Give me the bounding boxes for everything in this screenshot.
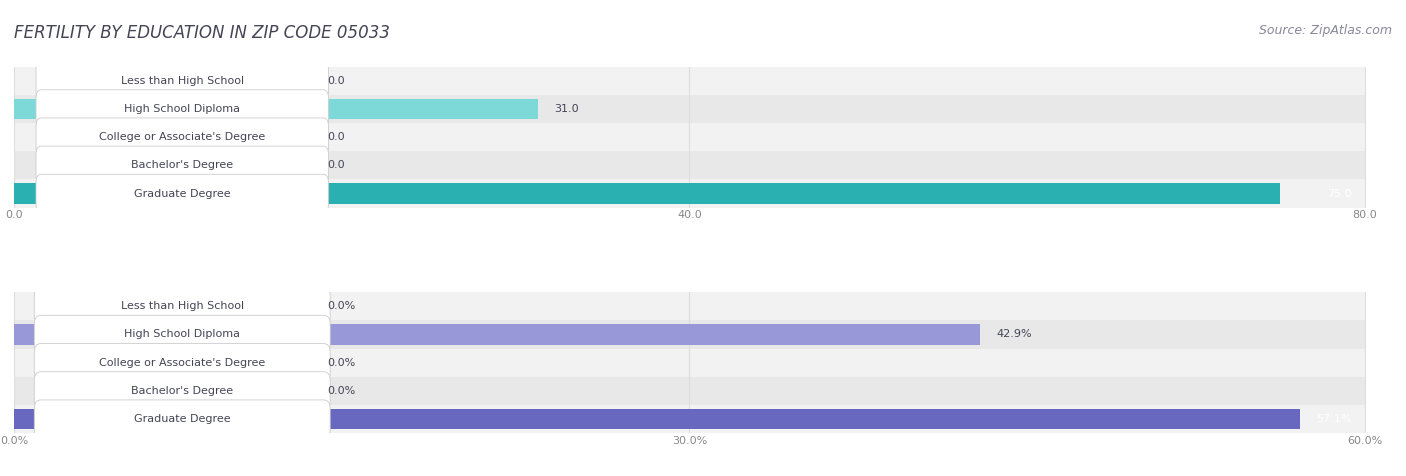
Bar	[14, 324, 980, 345]
Bar	[14, 292, 1365, 320]
Text: Less than High School: Less than High School	[121, 301, 243, 311]
Bar	[14, 179, 1365, 208]
Text: 57.1%: 57.1%	[1316, 414, 1351, 424]
Text: Bachelor's Degree: Bachelor's Degree	[131, 160, 233, 170]
FancyBboxPatch shape	[37, 174, 329, 213]
Text: 31.0: 31.0	[554, 104, 578, 114]
Bar	[14, 409, 1299, 429]
Bar	[14, 405, 1365, 433]
Text: Graduate Degree: Graduate Degree	[134, 414, 231, 424]
Bar	[14, 183, 1281, 204]
FancyBboxPatch shape	[34, 315, 330, 354]
FancyBboxPatch shape	[34, 287, 330, 326]
Bar	[14, 67, 1365, 95]
FancyBboxPatch shape	[37, 90, 329, 128]
Text: Source: ZipAtlas.com: Source: ZipAtlas.com	[1258, 24, 1392, 37]
Bar	[14, 151, 1365, 179]
Text: 42.9%: 42.9%	[995, 329, 1032, 339]
Bar	[14, 99, 537, 119]
Text: Bachelor's Degree: Bachelor's Degree	[131, 386, 233, 396]
Text: 0.0%: 0.0%	[328, 357, 356, 367]
Text: Less than High School: Less than High School	[121, 76, 243, 86]
FancyBboxPatch shape	[37, 118, 329, 156]
Bar	[14, 123, 1365, 151]
Text: 0.0: 0.0	[328, 76, 344, 86]
FancyBboxPatch shape	[34, 344, 330, 382]
Text: 0.0: 0.0	[328, 132, 344, 142]
Text: 0.0%: 0.0%	[328, 301, 356, 311]
Text: Graduate Degree: Graduate Degree	[134, 188, 231, 198]
FancyBboxPatch shape	[34, 372, 330, 410]
Text: 0.0: 0.0	[328, 160, 344, 170]
Text: College or Associate's Degree: College or Associate's Degree	[98, 357, 266, 367]
Text: College or Associate's Degree: College or Associate's Degree	[98, 132, 266, 142]
FancyBboxPatch shape	[37, 146, 329, 185]
FancyBboxPatch shape	[37, 61, 329, 100]
Text: 0.0%: 0.0%	[328, 386, 356, 396]
FancyBboxPatch shape	[34, 400, 330, 438]
Text: 75.0: 75.0	[1327, 188, 1351, 198]
Text: High School Diploma: High School Diploma	[124, 329, 240, 339]
Text: High School Diploma: High School Diploma	[124, 104, 240, 114]
Bar	[14, 348, 1365, 377]
Bar	[14, 320, 1365, 348]
Bar	[14, 377, 1365, 405]
Text: FERTILITY BY EDUCATION IN ZIP CODE 05033: FERTILITY BY EDUCATION IN ZIP CODE 05033	[14, 24, 389, 42]
Bar	[14, 95, 1365, 123]
